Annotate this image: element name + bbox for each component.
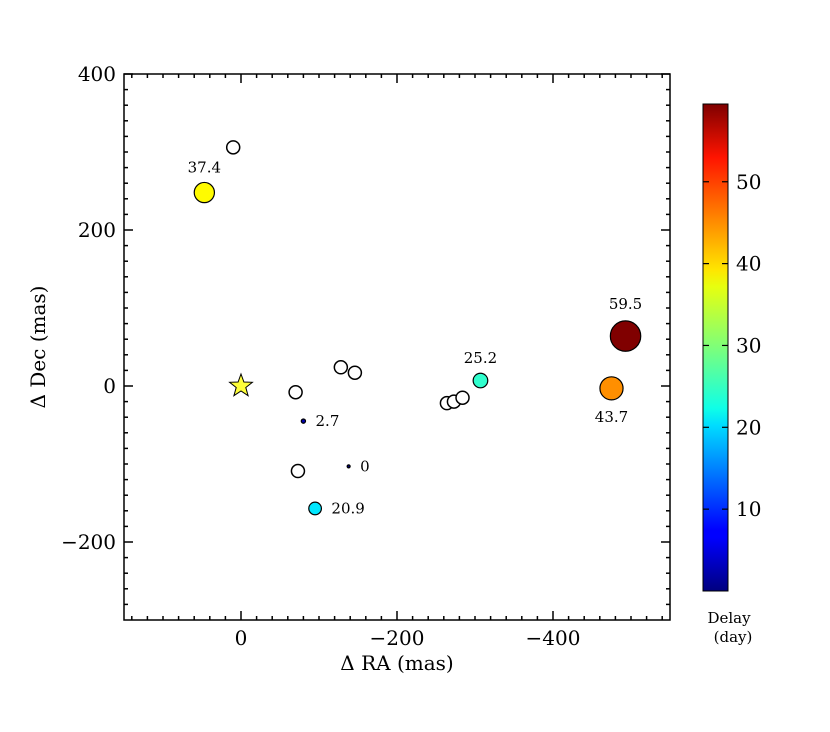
colorbar-tick-label: 20 xyxy=(736,415,761,439)
colorbar-tick-label: 10 xyxy=(736,497,761,521)
y-tick-label: 200 xyxy=(78,218,116,242)
x-axis-ticks xyxy=(131,74,663,620)
colorbar-tick-label: 50 xyxy=(736,170,761,194)
x-axis-title: Δ RA (mas) xyxy=(340,651,453,675)
open-point xyxy=(288,384,303,400)
delay-point-label: 37.4 xyxy=(188,158,221,176)
colorbar-tick-label: 40 xyxy=(736,252,761,276)
delay-point xyxy=(308,501,323,516)
delay-point-label: 0 xyxy=(360,457,370,475)
x-axis-tick-labels: 0 −200 −400 xyxy=(235,626,581,650)
x-tick-label: −400 xyxy=(526,626,581,650)
open-point xyxy=(347,365,363,380)
delay-point xyxy=(609,320,642,352)
star-marker xyxy=(228,372,254,397)
delay-point-label: 2.7 xyxy=(316,412,340,430)
delay-point-label: 59.5 xyxy=(609,295,642,313)
delay-point xyxy=(346,464,351,469)
y-tick-label: −200 xyxy=(61,530,116,554)
delay-point-label: 25.2 xyxy=(464,349,497,367)
x-tick-label: 0 xyxy=(235,626,248,650)
colored-points-group xyxy=(193,181,642,516)
point-labels-group: 0 2.7 20.9 25.2 37.4 43.7 59.5 xyxy=(188,158,643,517)
y-axis-ticks xyxy=(124,73,670,606)
plot-frame xyxy=(123,73,671,621)
y-tick-label: 0 xyxy=(103,374,116,398)
colorbar-ticks: 10 20 30 40 50 xyxy=(703,170,761,521)
delay-point xyxy=(300,418,307,424)
open-point xyxy=(225,140,241,155)
colorbar-label-line1: Delay xyxy=(707,609,751,627)
y-axis-title: Δ Dec (mas) xyxy=(26,286,50,409)
delay-point xyxy=(599,376,624,401)
open-points-group xyxy=(225,140,470,479)
delay-point xyxy=(472,372,489,389)
y-axis-tick-labels: −200 0 200 400 xyxy=(61,62,116,554)
open-point xyxy=(333,360,349,375)
open-point xyxy=(455,390,470,405)
open-point xyxy=(290,463,306,479)
delay-point-label: 20.9 xyxy=(331,499,364,517)
delay-point xyxy=(193,181,216,204)
colorbar xyxy=(702,103,729,592)
x-tick-label: −200 xyxy=(370,626,425,650)
colorbar-label-line2: (day) xyxy=(714,628,753,646)
delay-point-label: 43.7 xyxy=(595,408,628,426)
y-tick-label: 400 xyxy=(78,62,116,86)
colorbar-tick-label: 30 xyxy=(736,333,761,357)
